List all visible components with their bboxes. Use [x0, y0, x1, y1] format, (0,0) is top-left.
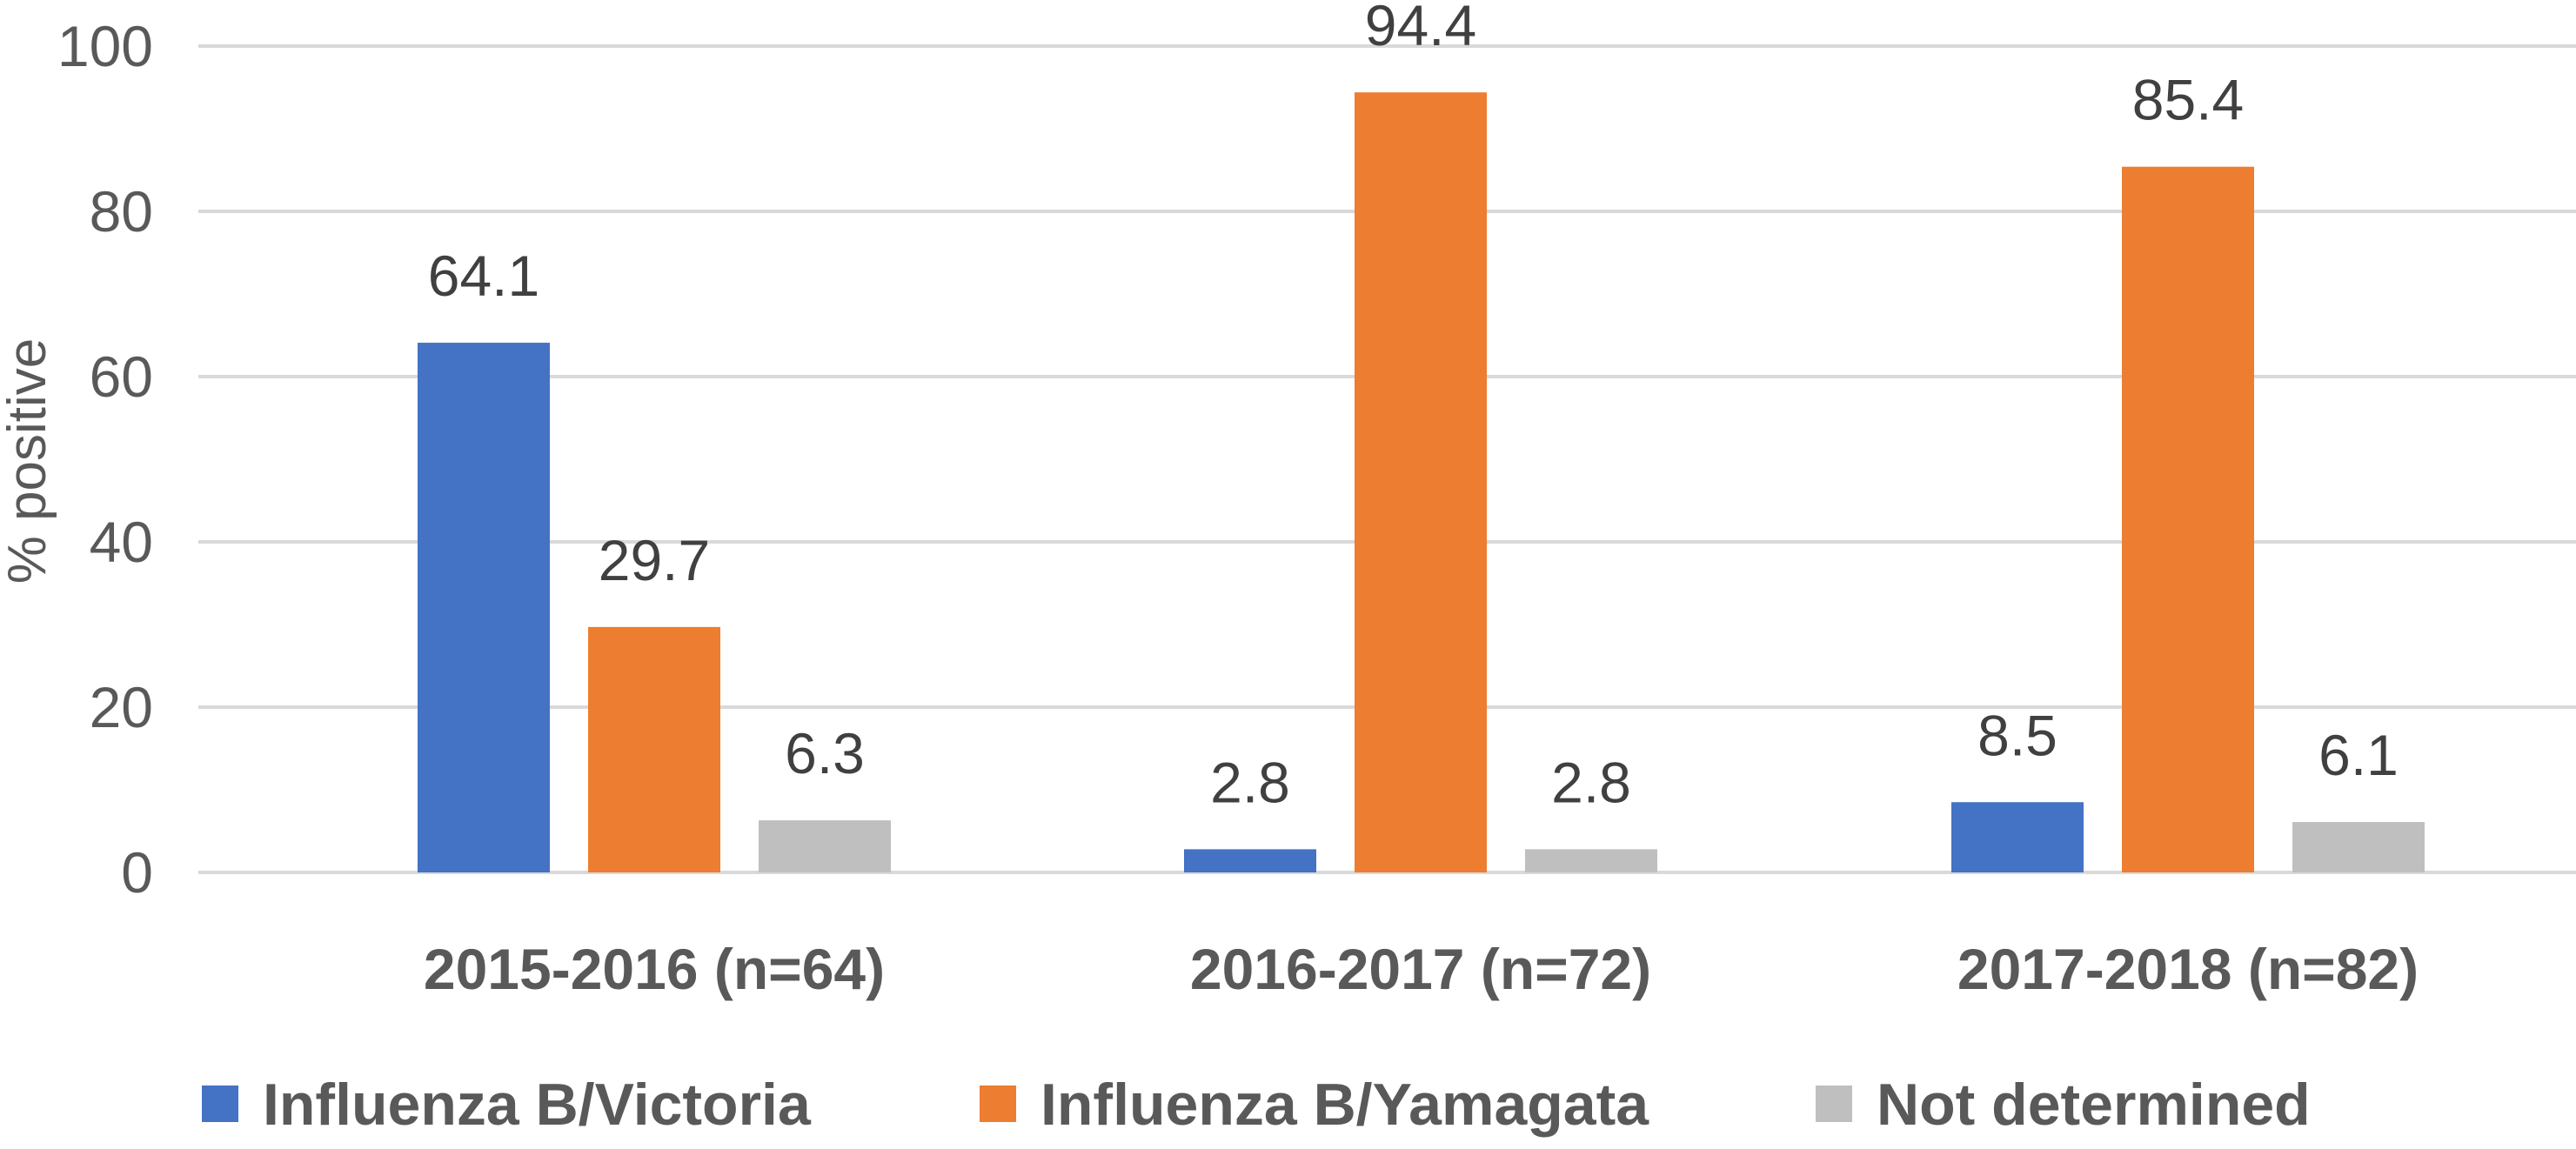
legend-label: Influenza B/Yamagata: [1040, 1072, 1649, 1138]
bar: [2292, 822, 2425, 872]
legend-swatch: [980, 1086, 1016, 1122]
x-tick-label: 2016-2017 (n=72): [1190, 937, 1651, 1001]
y-tick-label: 80: [90, 179, 153, 244]
data-label: 29.7: [599, 528, 710, 592]
x-tick-label: 2015-2016 (n=64): [424, 937, 885, 1001]
legend-item: Influenza B/Victoria: [202, 1072, 812, 1138]
data-label: 64.1: [428, 244, 539, 308]
legend-item: Influenza B/Yamagata: [980, 1072, 1649, 1138]
bar: [1184, 849, 1316, 872]
legend-swatch: [202, 1086, 238, 1122]
y-tick-label: 20: [90, 675, 153, 739]
legend: Influenza B/Victoria Influenza B/Yamagata…: [202, 1072, 2311, 1138]
bar: [1355, 92, 1487, 872]
bars: [418, 92, 2425, 872]
legend-swatch: [1816, 1086, 1852, 1122]
legend-item: Not determined: [1816, 1072, 2311, 1138]
data-label: 6.1: [2318, 723, 2399, 787]
bar: [2122, 166, 2254, 872]
bar: [1951, 802, 2084, 872]
legend-label: Influenza B/Victoria: [263, 1072, 812, 1138]
data-labels: 64.1 29.7 6.3 2.8 94.4 2.8 8.5 85.4 6.1: [428, 0, 2399, 814]
data-label: 2.8: [1210, 750, 1290, 814]
data-label: 94.4: [1365, 0, 1476, 57]
y-tick-label: 40: [90, 510, 153, 574]
data-label: 6.3: [785, 721, 865, 785]
y-tick-label: 0: [121, 840, 153, 905]
data-label: 2.8: [1551, 750, 1631, 814]
data-label: 85.4: [2132, 68, 2244, 132]
x-tick-label: 2017-2018 (n=82): [1957, 937, 2419, 1001]
data-label: 8.5: [1977, 703, 2057, 767]
y-tick-label: 100: [57, 14, 153, 78]
y-tick-label: 60: [90, 344, 153, 409]
bar: [588, 626, 720, 872]
bar: [759, 820, 891, 872]
y-axis-title: % positive: [0, 338, 57, 585]
x-axis-categories: 2015-2016 (n=64) 2016-2017 (n=72) 2017-201…: [424, 937, 2419, 1001]
legend-label: Not determined: [1877, 1072, 2311, 1138]
bar: [418, 343, 550, 872]
bar: [1525, 849, 1657, 872]
y-axis-ticks: 0 20 40 60 80 100: [57, 14, 153, 905]
